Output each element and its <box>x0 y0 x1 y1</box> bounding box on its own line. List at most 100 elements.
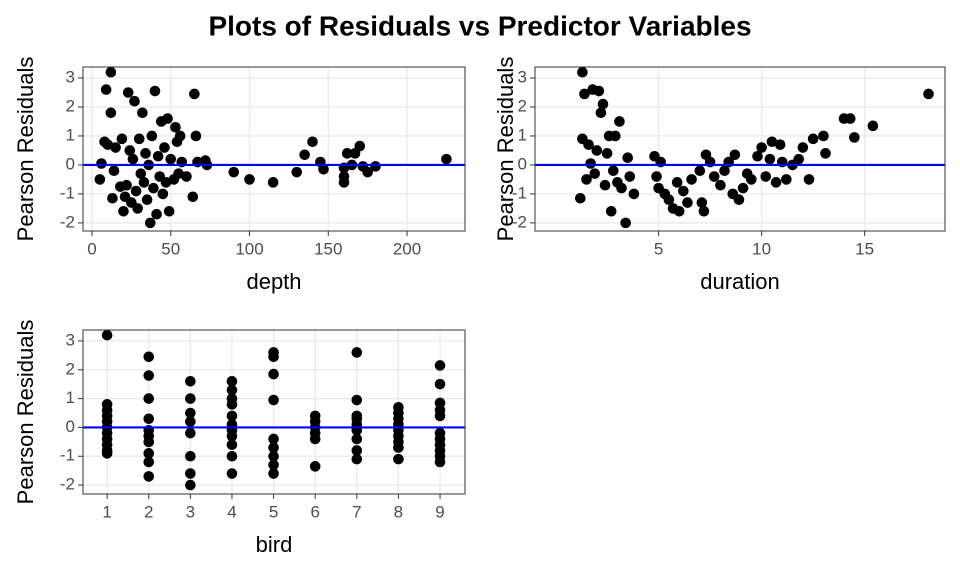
point <box>226 399 238 410</box>
point <box>803 174 815 185</box>
point <box>620 217 631 229</box>
point <box>583 139 594 150</box>
x-tick-label: 8 <box>394 502 403 521</box>
point <box>733 194 745 206</box>
point <box>624 171 636 182</box>
point <box>698 205 710 217</box>
y-tick-label: 1 <box>518 125 527 144</box>
point <box>867 120 879 132</box>
point <box>94 174 106 185</box>
panel-border <box>82 66 466 232</box>
point <box>226 430 238 442</box>
point <box>746 174 757 185</box>
point <box>351 394 363 406</box>
point <box>228 166 240 178</box>
y-tick-label: 3 <box>66 67 75 86</box>
point <box>116 133 128 145</box>
point <box>226 450 238 462</box>
point <box>101 448 113 459</box>
y-tick-label: 1 <box>66 388 75 407</box>
point <box>575 192 586 204</box>
point <box>434 410 446 422</box>
point <box>434 360 446 371</box>
point <box>628 188 640 200</box>
point <box>185 407 196 419</box>
point <box>226 468 238 479</box>
point <box>268 459 279 471</box>
x-axis-label: bird <box>256 532 293 557</box>
y-tick-label: 1 <box>66 125 75 144</box>
panel-border <box>82 329 466 495</box>
point <box>157 188 169 200</box>
point <box>593 85 605 97</box>
point <box>129 95 140 107</box>
point <box>132 203 143 214</box>
point <box>127 153 139 165</box>
point <box>181 171 192 182</box>
x-tick-label: 4 <box>227 502 236 521</box>
point <box>820 148 831 159</box>
point <box>143 448 155 459</box>
point <box>143 413 155 425</box>
point <box>185 427 196 439</box>
point <box>622 152 634 163</box>
point <box>764 153 776 165</box>
point <box>307 136 318 148</box>
point <box>393 453 404 465</box>
x-tick-label: 9 <box>435 502 444 521</box>
point <box>579 88 590 100</box>
point <box>190 130 202 142</box>
point <box>807 133 819 145</box>
panel-border <box>534 66 946 232</box>
x-axis-label: depth <box>246 269 301 294</box>
point <box>140 148 151 159</box>
point <box>605 205 617 217</box>
y-tick-label: -2 <box>512 212 527 231</box>
x-tick-label: 7 <box>352 502 361 521</box>
panel: -2 -1 0 1 2 3 0 50 100 150 200 depth Pearson Residua… <box>13 57 466 294</box>
point <box>309 461 321 472</box>
y-tick-label: 0 <box>66 417 75 436</box>
point <box>244 174 255 185</box>
point <box>338 171 350 182</box>
point <box>268 368 279 380</box>
point <box>185 450 196 462</box>
y-tick-label: 2 <box>518 96 527 115</box>
point <box>268 351 279 363</box>
point <box>607 165 619 177</box>
x-tick-label: 100 <box>235 239 263 258</box>
point <box>96 158 107 169</box>
x-tick-label: 10 <box>752 239 771 258</box>
point <box>137 107 148 119</box>
point <box>268 394 279 406</box>
point <box>163 205 175 217</box>
point <box>719 165 730 177</box>
point <box>267 177 279 188</box>
point <box>793 153 805 165</box>
point <box>309 433 321 445</box>
point <box>185 376 196 387</box>
point <box>678 185 689 197</box>
y-axis-label: Pearson Residuals <box>493 57 518 242</box>
point <box>781 174 792 185</box>
point <box>291 166 303 178</box>
point <box>101 329 113 341</box>
point <box>752 150 763 162</box>
point <box>756 142 767 153</box>
point <box>107 192 118 204</box>
point <box>581 174 592 185</box>
point <box>174 130 186 142</box>
point <box>141 194 153 206</box>
point <box>124 145 136 156</box>
point <box>673 205 685 217</box>
point <box>434 378 446 390</box>
point <box>434 456 446 468</box>
panel: -2 -1 0 1 2 3 5 10 15 duration Pearson Residuals <box>493 57 946 294</box>
point <box>708 171 720 182</box>
point <box>185 468 196 479</box>
point <box>577 66 588 78</box>
x-tick-label: 5 <box>269 502 278 521</box>
point <box>923 88 934 100</box>
point <box>694 165 706 177</box>
